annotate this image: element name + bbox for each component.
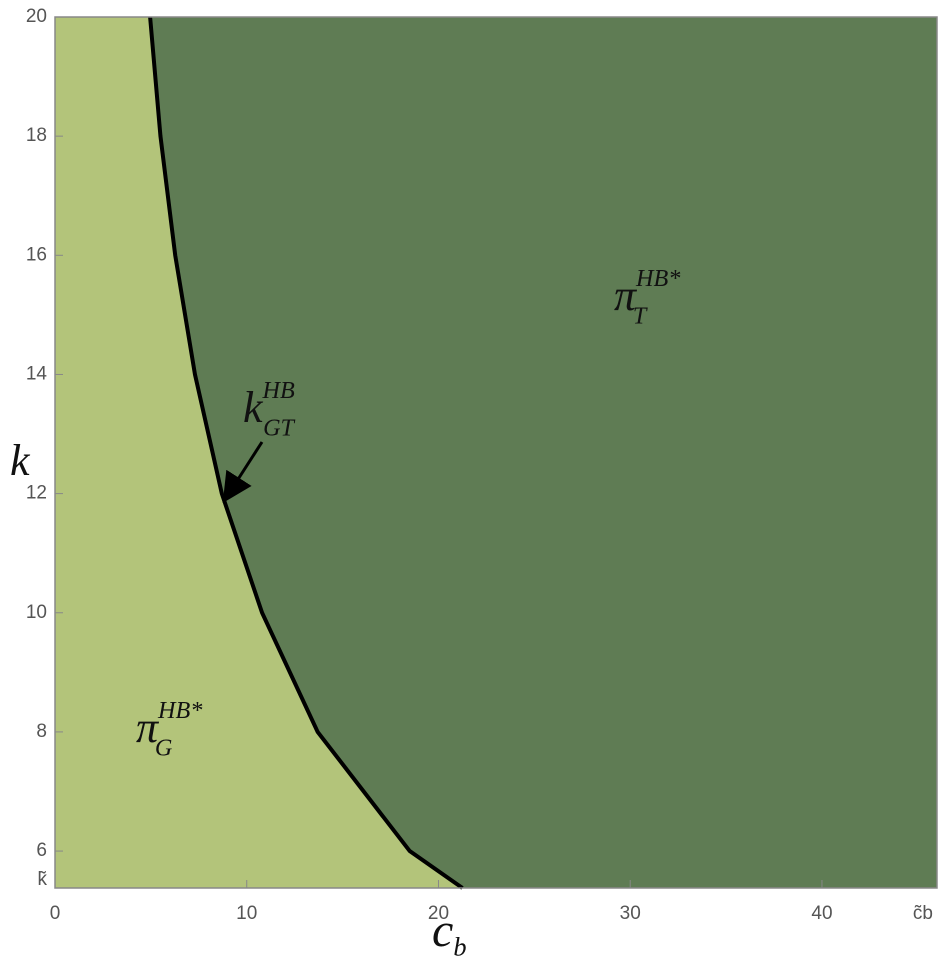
y-axis-label-base: k <box>10 436 31 485</box>
y-tick-label: 14 <box>26 363 48 384</box>
annotation-sup: HB* <box>635 265 681 292</box>
y-tick-label: k̃ <box>38 869 48 890</box>
y-tick-label: 18 <box>26 125 47 146</box>
annotation: πHB* T <box>614 265 681 329</box>
x-tick-label: 0 <box>50 903 61 924</box>
plot-area <box>55 16 938 890</box>
annotation: πHB* G <box>136 697 203 761</box>
y-tick-label: 8 <box>36 721 47 742</box>
annotation-base: k <box>243 383 264 432</box>
x-tick-label: 20 <box>428 903 449 924</box>
annotation-arrow <box>222 441 264 504</box>
x-tick-label: c̃b <box>913 903 933 924</box>
annotation-sub: G <box>155 734 172 761</box>
region-right <box>150 17 938 888</box>
annotation-base: π <box>614 271 638 320</box>
y-tick-label: 16 <box>26 244 47 265</box>
plot-frame <box>54 16 938 889</box>
x-axis-label: cb <box>432 904 467 961</box>
annotation-sup: HB* <box>157 697 203 724</box>
annotation: kHB GT <box>243 377 296 441</box>
x-axis-label-sub: b <box>453 931 466 961</box>
annotation-sub: T <box>633 302 648 329</box>
annotation-sub: GT <box>263 414 295 441</box>
annotation-base: π <box>136 703 160 752</box>
x-tick-label: 40 <box>811 903 832 924</box>
x-tick-label: 10 <box>236 903 257 924</box>
boundary-curve <box>148 16 464 890</box>
y-tick-label: 6 <box>36 840 47 861</box>
y-tick-label: 20 <box>26 6 47 27</box>
y-tick-label: 10 <box>26 602 47 623</box>
y-axis-label: k <box>10 436 31 485</box>
x-axis-label-base: c <box>432 904 453 957</box>
annotation-sup: HB <box>262 377 295 404</box>
x-tick-label: 30 <box>620 903 641 924</box>
y-tick-label: 12 <box>26 483 47 504</box>
